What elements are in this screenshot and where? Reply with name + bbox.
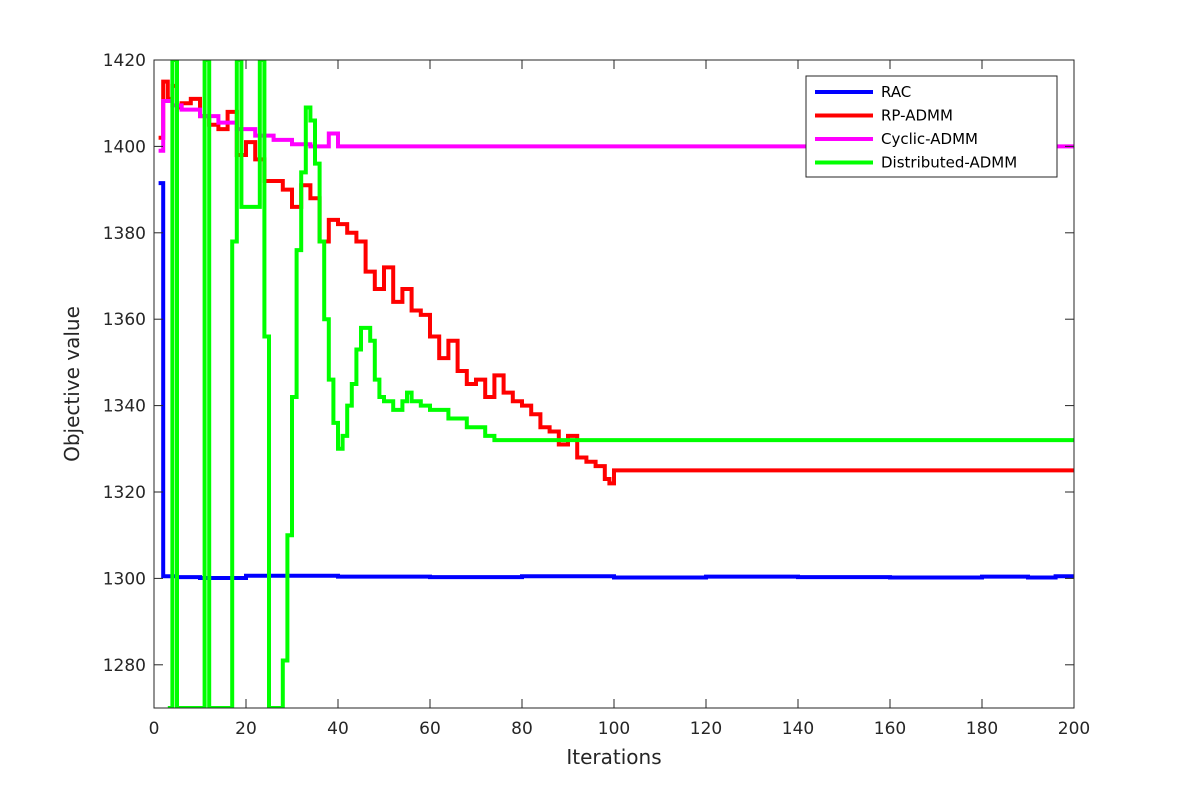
- tick-layer: 0 20 40 60 80 100 120 140 160 180 200 1280 1300 1320 1…: [103, 51, 1090, 739]
- series-line-rac: [158, 181, 1074, 580]
- x-tick-label: 40: [327, 719, 349, 739]
- y-axis-title: Objective value: [60, 306, 84, 462]
- x-tick-label: 200: [1058, 719, 1090, 739]
- legend: RAC RP-ADMM Cyclic-ADMM Distributed-ADMM: [805, 75, 1058, 178]
- x-axis-title: Iterations: [566, 745, 661, 769]
- y-tick-label: 1300: [103, 569, 146, 589]
- legend-label: RAC: [881, 83, 911, 101]
- x-tick-label: 100: [598, 719, 630, 739]
- y-tick-label: 1380: [103, 224, 146, 244]
- y-tick-label: 1320: [103, 483, 146, 503]
- y-tick-label: 1420: [103, 51, 146, 71]
- x-tick-label: 140: [782, 719, 814, 739]
- legend-label: RP-ADMM: [881, 107, 953, 125]
- legend-label: Cyclic-ADMM: [881, 130, 978, 148]
- x-tick-label: 180: [966, 719, 998, 739]
- y-tick-label: 1360: [103, 310, 146, 330]
- x-tick-label: 120: [690, 719, 722, 739]
- legend-label: Distributed-ADMM: [881, 154, 1017, 172]
- series-line-rp-admm: [158, 79, 1074, 486]
- x-tick-label: 0: [149, 719, 160, 739]
- x-tick-label: 20: [235, 719, 257, 739]
- x-tick-label: 60: [419, 719, 441, 739]
- series-line-distributed-admm: [167, 60, 1074, 708]
- y-tick-label: 1280: [103, 656, 146, 676]
- x-tick-label: 80: [511, 719, 533, 739]
- x-tick-label: 160: [874, 719, 906, 739]
- series-layer: [158, 60, 1074, 708]
- y-tick-label: 1400: [103, 137, 146, 157]
- y-tick-label: 1340: [103, 397, 146, 417]
